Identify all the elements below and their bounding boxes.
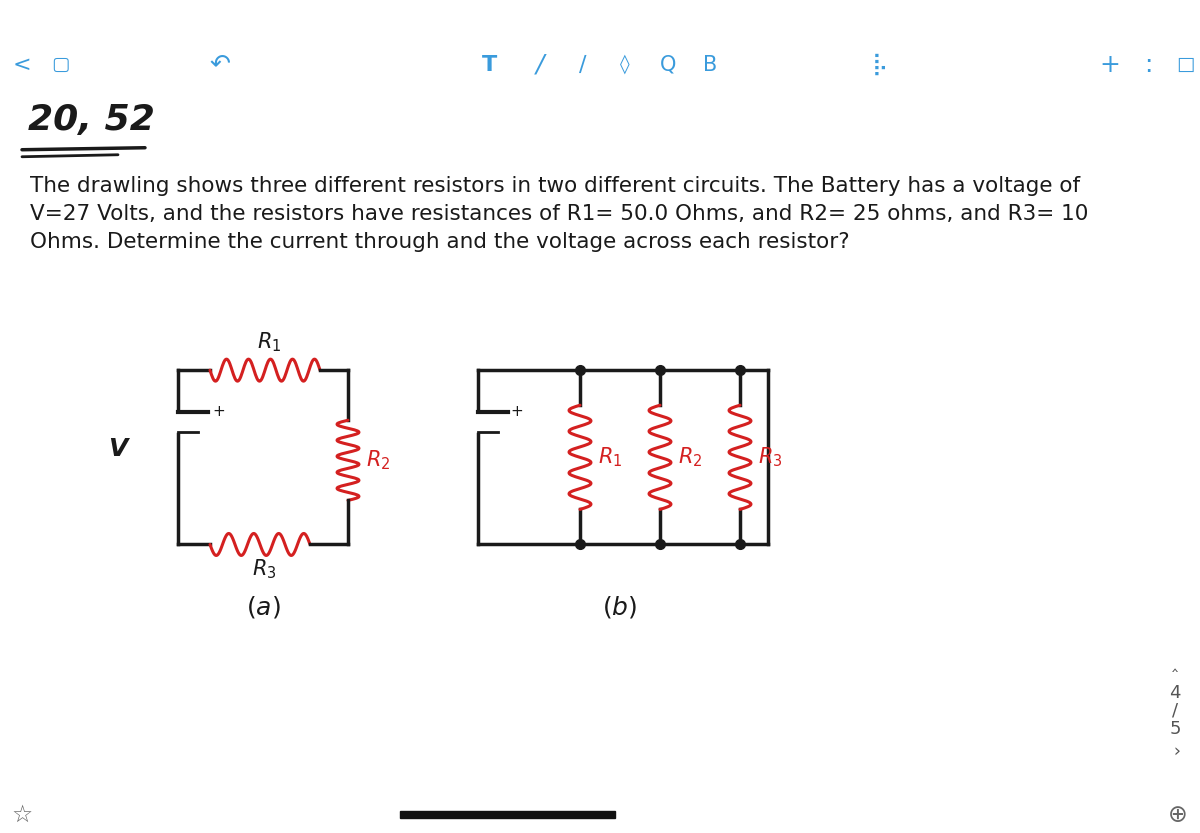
Text: $R_1$: $R_1$: [257, 331, 281, 354]
Text: T: T: [482, 54, 498, 75]
Text: Β: Β: [703, 54, 718, 75]
Text: Q: Q: [660, 54, 676, 75]
Text: $R_2$: $R_2$: [366, 448, 390, 472]
Text: •••: •••: [1069, 12, 1091, 25]
Text: ◊: ◊: [620, 55, 630, 74]
Text: /: /: [1172, 701, 1178, 720]
Text: +: +: [212, 404, 224, 419]
Text: ∕: ∕: [580, 54, 587, 75]
Text: Ohms. Determine the current through and the voltage across each resistor?: Ohms. Determine the current through and …: [30, 232, 850, 252]
Text: <: <: [13, 54, 31, 75]
Text: □: □: [1176, 55, 1194, 74]
Text: /: /: [536, 52, 544, 77]
Text: $R_1$: $R_1$: [598, 446, 623, 469]
Bar: [400, 811, 616, 818]
Text: ⡧: ⡧: [872, 54, 888, 75]
Text: :: :: [1144, 52, 1152, 77]
Text: ‹: ‹: [1171, 740, 1178, 758]
Text: 4: 4: [1169, 684, 1181, 701]
Text: $R_2$: $R_2$: [678, 446, 702, 469]
Text: +: +: [510, 404, 523, 419]
Text: 12:58 PM  Thu Mar 18: 12:58 PM Thu Mar 18: [14, 12, 160, 25]
Text: $R_3$: $R_3$: [758, 446, 782, 469]
Text: 20, 52: 20, 52: [28, 102, 155, 137]
Text: V=27 Volts, and the resistors have resistances of R1= 50.0 Ohms, and R2= 25 ohms: V=27 Volts, and the resistors have resis…: [30, 204, 1088, 224]
Text: ↶: ↶: [210, 52, 230, 77]
Text: $(a)$: $(a)$: [246, 594, 281, 620]
Text: $R_3$: $R_3$: [252, 558, 276, 581]
Text: +: +: [1099, 52, 1121, 77]
Text: ▢: ▢: [50, 55, 70, 74]
Text: $(b)$: $(b)$: [602, 594, 637, 620]
Text: ⊕: ⊕: [1168, 803, 1188, 827]
Text: V: V: [108, 437, 127, 461]
Text: ☆: ☆: [12, 803, 32, 827]
Text: The drawling shows three different resistors in two different circuits. The Batt: The drawling shows three different resis…: [30, 176, 1080, 196]
Text: ‸: ‸: [1172, 654, 1178, 671]
Text: 48%: 48%: [1158, 12, 1186, 25]
Text: 5: 5: [1169, 720, 1181, 738]
